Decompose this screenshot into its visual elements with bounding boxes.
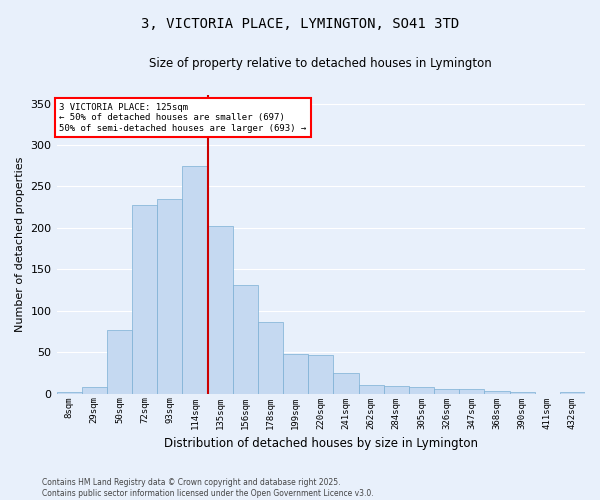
Bar xyxy=(434,390,459,394)
Y-axis label: Number of detached properties: Number of detached properties xyxy=(15,157,25,332)
Bar xyxy=(258,322,283,394)
Bar xyxy=(308,354,334,394)
Bar xyxy=(334,373,359,394)
Bar xyxy=(132,204,157,394)
Bar xyxy=(560,392,585,394)
Bar xyxy=(359,384,383,394)
Bar xyxy=(484,391,509,394)
Bar xyxy=(283,354,308,394)
Bar xyxy=(233,285,258,394)
Bar xyxy=(383,386,409,394)
Bar xyxy=(208,226,233,394)
Text: Contains HM Land Registry data © Crown copyright and database right 2025.
Contai: Contains HM Land Registry data © Crown c… xyxy=(42,478,374,498)
Bar xyxy=(56,392,82,394)
Bar xyxy=(82,387,107,394)
Text: 3, VICTORIA PLACE, LYMINGTON, SO41 3TD: 3, VICTORIA PLACE, LYMINGTON, SO41 3TD xyxy=(141,18,459,32)
Bar xyxy=(509,392,535,394)
Title: Size of property relative to detached houses in Lymington: Size of property relative to detached ho… xyxy=(149,58,492,70)
Bar xyxy=(107,330,132,394)
Bar xyxy=(409,387,434,394)
X-axis label: Distribution of detached houses by size in Lymington: Distribution of detached houses by size … xyxy=(164,437,478,450)
Bar xyxy=(459,390,484,394)
Text: 3 VICTORIA PLACE: 125sqm
← 50% of detached houses are smaller (697)
50% of semi-: 3 VICTORIA PLACE: 125sqm ← 50% of detach… xyxy=(59,102,307,132)
Bar xyxy=(182,166,208,394)
Bar xyxy=(157,199,182,394)
